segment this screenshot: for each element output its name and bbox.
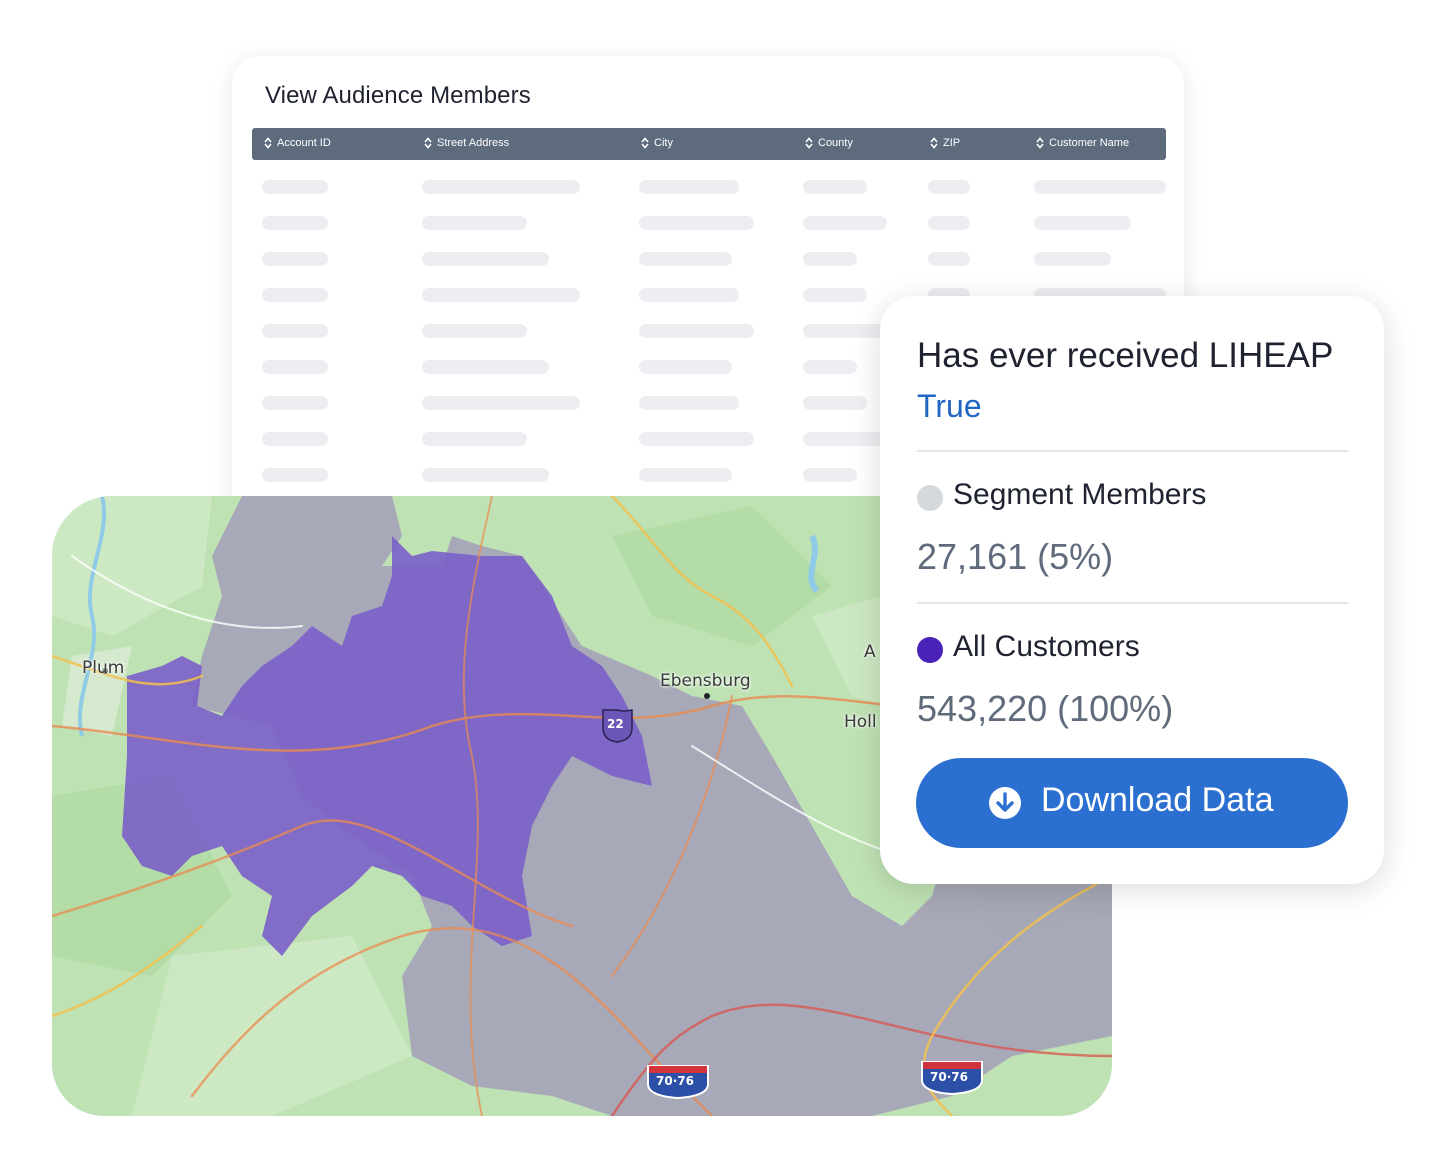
sort-icon bbox=[264, 137, 272, 149]
map-label-partial-a: A bbox=[864, 642, 876, 662]
city-dot-plum bbox=[102, 668, 108, 674]
segment-members-label: Segment Members bbox=[953, 478, 1207, 511]
sort-icon bbox=[424, 137, 432, 149]
segment-members-swatch bbox=[917, 485, 943, 511]
shield-text-70-76-a: 70·76 bbox=[656, 1074, 694, 1088]
column-label: Street Address bbox=[437, 137, 510, 149]
table-row bbox=[232, 432, 1184, 446]
column-header-street-address[interactable]: Street Address bbox=[424, 128, 509, 160]
table-row bbox=[232, 324, 1184, 338]
segment-info-card: Has ever received LIHEAP True Segment Me… bbox=[880, 296, 1384, 884]
all-customers-swatch bbox=[917, 637, 943, 663]
column-label: ZIP bbox=[943, 137, 961, 149]
table-row bbox=[232, 396, 1184, 410]
route-shield-22 bbox=[602, 709, 633, 743]
table-header: Account ID Street Address City County ZI… bbox=[252, 128, 1166, 160]
criteria-label: Has ever received LIHEAP bbox=[917, 336, 1334, 375]
column-label: City bbox=[654, 137, 673, 149]
all-customers-label: All Customers bbox=[953, 630, 1140, 663]
table-row bbox=[232, 288, 1184, 302]
column-label: Account ID bbox=[277, 137, 331, 149]
table-row bbox=[232, 252, 1184, 266]
route-shield-70-76-b bbox=[921, 1061, 983, 1096]
segment-members-region bbox=[122, 536, 652, 956]
map-canvas bbox=[52, 496, 1112, 1116]
map-label-plum: Plum bbox=[82, 658, 125, 678]
table-row bbox=[232, 216, 1184, 230]
column-label: Customer Name bbox=[1049, 137, 1130, 149]
column-header-city[interactable]: City bbox=[641, 128, 673, 160]
column-label: County bbox=[818, 137, 853, 149]
column-header-county[interactable]: County bbox=[805, 128, 853, 160]
column-header-zip[interactable]: ZIP bbox=[930, 128, 960, 160]
download-data-label: Download Data bbox=[1041, 781, 1274, 819]
table-row bbox=[232, 360, 1184, 374]
segment-members-count: 27,161 (5%) bbox=[917, 536, 1114, 577]
sort-icon bbox=[641, 137, 649, 149]
table-row bbox=[232, 180, 1184, 194]
map-label-ebensburg: Ebensburg bbox=[660, 671, 751, 691]
shield-text-70-76-b: 70·76 bbox=[930, 1070, 968, 1084]
column-header-account-id[interactable]: Account ID bbox=[264, 128, 331, 160]
sort-icon bbox=[930, 137, 938, 149]
all-customers-count: 543,220 (100%) bbox=[917, 688, 1174, 729]
panel-title: View Audience Members bbox=[265, 82, 531, 109]
download-data-button[interactable]: Download Data bbox=[916, 758, 1348, 848]
table-row bbox=[232, 468, 1184, 482]
criteria-value: True bbox=[917, 388, 982, 424]
divider bbox=[917, 450, 1348, 452]
shield-text-22: 22 bbox=[607, 717, 624, 731]
sort-icon bbox=[805, 137, 813, 149]
column-header-customer-name[interactable]: Customer Name bbox=[1036, 128, 1129, 160]
sort-icon bbox=[1036, 137, 1044, 149]
download-circle-icon bbox=[989, 787, 1021, 819]
city-dot-ebensburg bbox=[704, 693, 710, 699]
map-label-holl: Holl bbox=[844, 712, 877, 732]
divider bbox=[917, 602, 1348, 604]
route-shield-70-76-a bbox=[647, 1065, 709, 1100]
